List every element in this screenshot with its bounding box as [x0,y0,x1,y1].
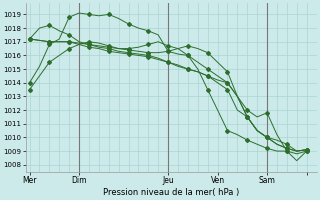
X-axis label: Pression niveau de la mer( hPa ): Pression niveau de la mer( hPa ) [103,188,239,197]
